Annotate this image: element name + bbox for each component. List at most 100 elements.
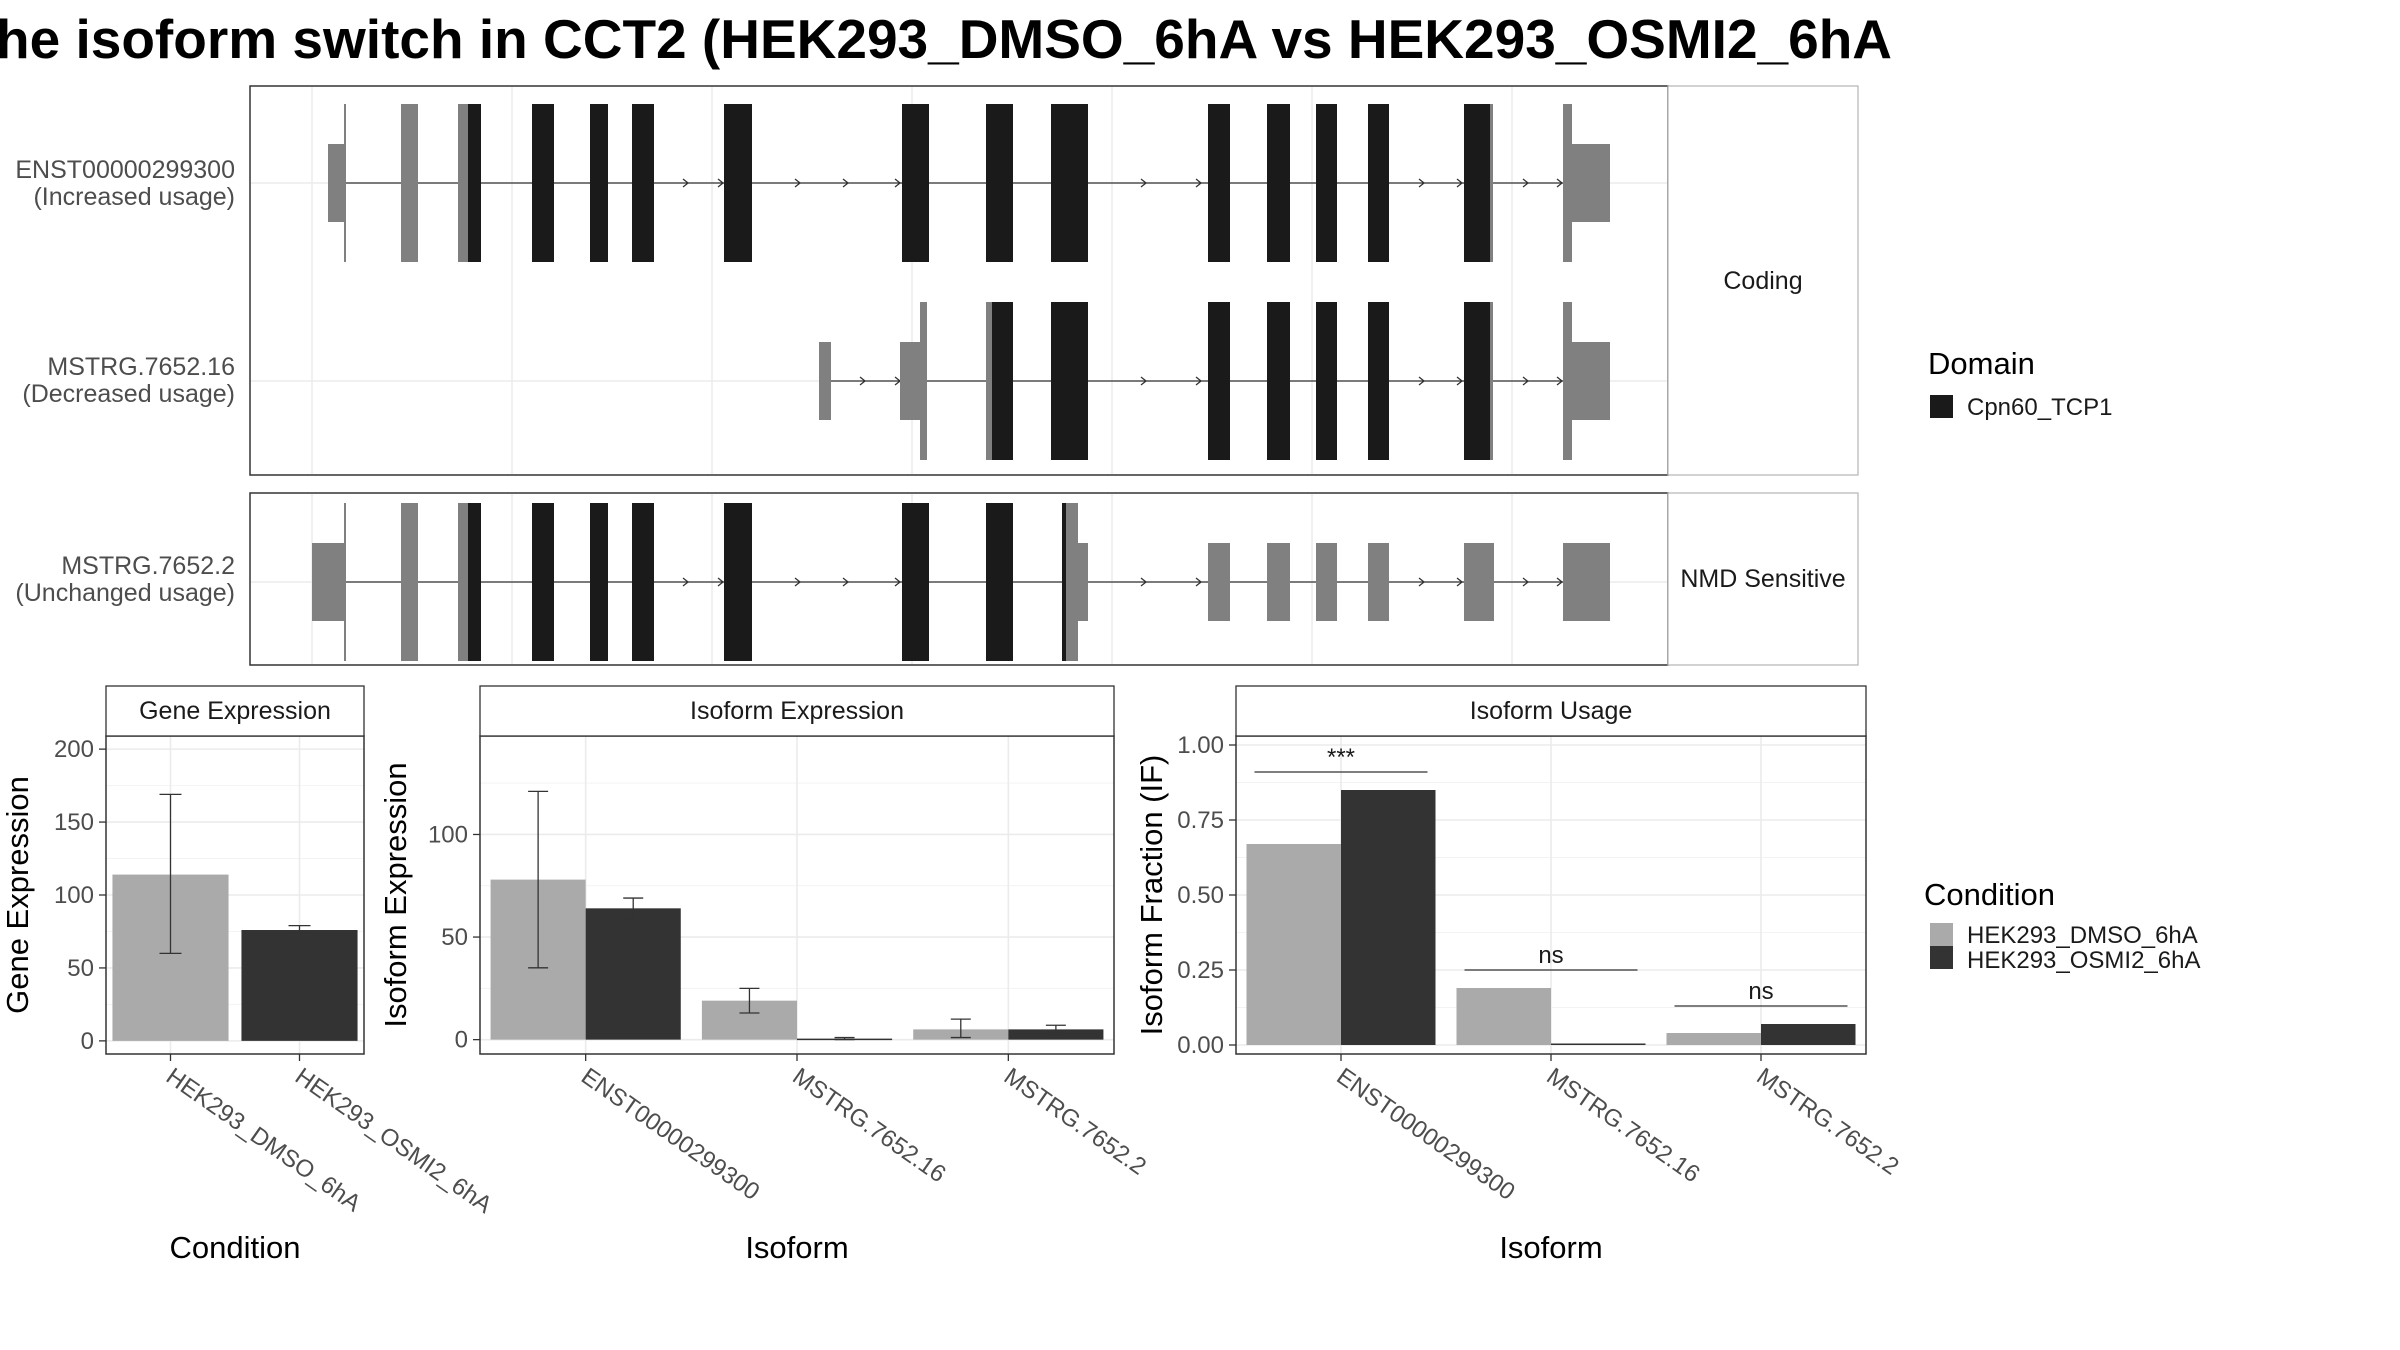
row-label-enst: ENST00000299300	[15, 156, 235, 184]
intron-arrow-mstrg2-2	[794, 577, 802, 587]
strip-coding-label: Coding	[1723, 267, 1802, 295]
bar-1-HEK293_OSMI2_6hA-MSTRG.7652.2	[1008, 1029, 1104, 1040]
exon-enst-15	[1368, 104, 1389, 262]
exon-enst-12	[1208, 104, 1230, 262]
exon-mstrg2-6	[590, 503, 608, 661]
intron-arrow-mstrg2-7	[1418, 577, 1426, 587]
row-label-mstrg16: MSTRG.7652.16	[47, 353, 235, 381]
condition-legend: Condition HEK293_DMSO_6hA HEK293_OSMI2_6…	[1924, 877, 2200, 974]
exon-enst-6	[590, 104, 608, 262]
domain-legend-title: Domain	[1928, 346, 2035, 381]
intron-arrow-mstrg16-4	[1418, 376, 1426, 386]
chart-strip-2	[1235, 685, 1867, 737]
exon-mstrg2-17	[1368, 543, 1389, 621]
xtick-label-1-1: MSTRG.7652.16	[788, 1063, 951, 1188]
exon-enst-16	[1464, 104, 1490, 262]
exon-mstrg2-7	[632, 503, 654, 661]
exon-mstrg16-0	[819, 342, 831, 420]
exon-mstrg16-3	[986, 302, 992, 460]
chart-strip-1	[479, 685, 1115, 737]
strip-nmd-label: NMD Sensitive	[1680, 565, 1845, 593]
xtick-label-1-0: ENST00000299300	[576, 1063, 764, 1206]
nmd-panel	[250, 493, 1668, 665]
condition-legend-key-dmso	[1930, 923, 1953, 946]
exon-mstrg2-15	[1267, 543, 1290, 621]
exon-enst-19	[1572, 144, 1610, 222]
exon-mstrg2-0	[312, 543, 346, 621]
ytick-label-1-1: 50	[441, 924, 468, 951]
xtick-label-2-1: MSTRG.7652.16	[1542, 1063, 1705, 1188]
bar-2-HEK293_DMSO_6hA-ENST00000299300	[1246, 844, 1341, 1045]
ytick-label-2-2: 0.50	[1177, 882, 1224, 909]
exon-enst-1	[344, 104, 346, 262]
exon-mstrg16-13	[1572, 342, 1610, 420]
exon-mstrg2-9	[902, 503, 929, 661]
condition-legend-label-dmso: HEK293_DMSO_6hA	[1967, 922, 2198, 949]
ytick-label-1-0: 0	[455, 1027, 468, 1054]
ytick-label-0-2: 100	[54, 882, 94, 909]
exon-mstrg2-5	[532, 503, 554, 661]
intron-arrow-enst-7	[1418, 178, 1426, 188]
chart-strip-0	[105, 685, 365, 737]
exon-mstrg16-8	[1316, 302, 1337, 460]
intron-arrow-mstrg2-9	[1522, 577, 1530, 587]
exon-enst-13	[1267, 104, 1290, 262]
sig-label-0: ***	[1327, 744, 1355, 771]
intron-arrow-mstrg2-10	[1556, 577, 1564, 587]
exon-enst-5	[532, 104, 554, 262]
exon-mstrg2-13	[1078, 543, 1088, 621]
exon-mstrg16-2	[920, 302, 927, 460]
intron-arrow-mstrg2-8	[1456, 577, 1464, 587]
intron-arrow-enst-3	[842, 178, 850, 188]
exon-mstrg2-10	[986, 503, 1013, 661]
expression-bar-charts: Gene Expression050100150200HEK293_DMSO_6…	[0, 685, 1904, 1265]
y-axis-title-0: Gene Expression	[0, 776, 35, 1014]
ytick-label-0-3: 150	[54, 809, 94, 836]
exon-enst-18	[1563, 104, 1572, 262]
exon-enst-7	[632, 104, 654, 262]
exon-enst-4	[468, 104, 481, 262]
exon-mstrg2-2	[401, 503, 418, 661]
bar-2-HEK293_DMSO_6hA-MSTRG.7652.16	[1456, 988, 1551, 1045]
exon-enst-0	[328, 144, 346, 222]
coding-panel	[250, 86, 1668, 475]
intron-arrow-enst-0	[682, 178, 690, 188]
row-label-mstrg2-usage: (Unchanged usage)	[15, 579, 235, 607]
exon-mstrg16-10	[1464, 302, 1490, 460]
intron-arrow-enst-8	[1456, 178, 1464, 188]
chart-strip-title-1: Isoform Expression	[690, 697, 904, 725]
exon-mstrg16-9	[1368, 302, 1389, 460]
intron-arrow-enst-4	[894, 178, 902, 188]
intron-arrow-mstrg2-5	[1140, 577, 1148, 587]
sig-label-2: ns	[1748, 978, 1773, 1005]
condition-legend-key-osmi	[1930, 946, 1953, 969]
intron-arrow-mstrg2-3	[842, 577, 850, 587]
exon-mstrg16-5	[1051, 302, 1088, 460]
exon-enst-14	[1316, 104, 1337, 262]
chart-strip-title-0: Gene Expression	[139, 697, 331, 725]
ytick-label-0-0: 0	[81, 1028, 94, 1055]
intron-arrow-mstrg2-0	[682, 577, 690, 587]
condition-legend-title: Condition	[1924, 877, 2055, 912]
row-label-mstrg16-usage: (Decreased usage)	[22, 380, 235, 408]
domain-legend-label: Cpn60_TCP1	[1967, 394, 2112, 421]
exon-mstrg16-12	[1563, 302, 1572, 460]
x-axis-title-1: Isoform	[745, 1230, 848, 1265]
exon-enst-11	[1051, 104, 1088, 262]
exon-mstrg16-7	[1267, 302, 1290, 460]
chart-panel-0: Gene Expression050100150200HEK293_DMSO_6…	[0, 685, 497, 1265]
exon-enst-17	[1490, 104, 1493, 262]
exon-mstrg2-8	[724, 503, 752, 661]
exon-mstrg16-1	[900, 342, 920, 420]
intron-arrow-enst-1	[717, 178, 725, 188]
y-axis-title-2: Isoform Fraction (IF)	[1134, 755, 1169, 1036]
condition-legend-label-osmi: HEK293_OSMI2_6hA	[1967, 947, 2200, 974]
intron-arrow-enst-6	[1195, 178, 1203, 188]
transcript-models	[312, 104, 1610, 661]
domain-legend: Domain Cpn60_TCP1	[1928, 346, 2112, 421]
intron-arrow-enst-10	[1556, 178, 1564, 188]
exon-enst-2	[401, 104, 418, 262]
row-label-mstrg2: MSTRG.7652.2	[61, 552, 235, 580]
intron-arrow-mstrg16-5	[1456, 376, 1464, 386]
